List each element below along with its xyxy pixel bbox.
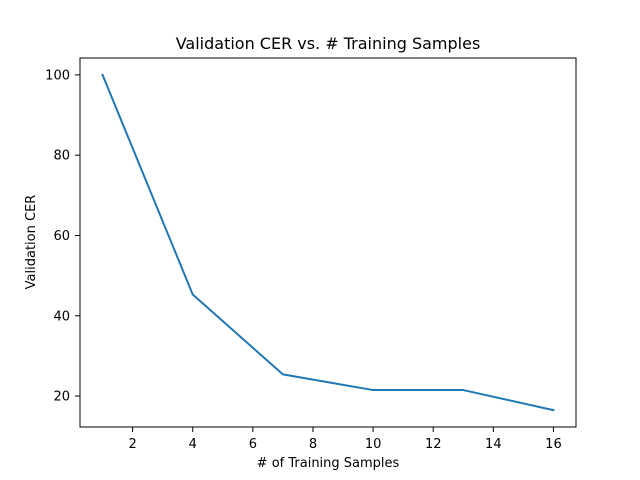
y-axis-ticks: 20 40 60 80 100 bbox=[45, 68, 80, 405]
y-tick-label: 60 bbox=[53, 229, 70, 244]
x-tick-label: 10 bbox=[365, 437, 382, 452]
y-tick-label: 20 bbox=[53, 390, 70, 405]
x-tick-label: 12 bbox=[425, 437, 442, 452]
x-tick-label: 4 bbox=[189, 437, 197, 452]
x-tick-label: 2 bbox=[128, 437, 136, 452]
series-line bbox=[101, 73, 555, 412]
plot-frame bbox=[79, 57, 577, 428]
x-axis-label: # of Training Samples bbox=[257, 456, 400, 471]
y-tick-label: 100 bbox=[45, 68, 70, 83]
x-tick-label: 16 bbox=[545, 437, 562, 452]
x-axis-ticks: 2 4 6 8 10 12 14 16 bbox=[128, 427, 562, 452]
x-tick-label: 14 bbox=[485, 437, 502, 452]
x-tick-label: 6 bbox=[249, 437, 257, 452]
y-tick-label: 40 bbox=[53, 309, 70, 324]
x-tick-label: 8 bbox=[309, 437, 317, 452]
y-axis-label: Validation CER bbox=[24, 195, 39, 290]
y-tick-label: 80 bbox=[53, 149, 70, 164]
plot-area: 2 4 6 8 10 12 14 16 20 40 60 80 100 bbox=[45, 57, 577, 452]
chart-title: Validation CER vs. # Training Samples bbox=[176, 34, 481, 53]
